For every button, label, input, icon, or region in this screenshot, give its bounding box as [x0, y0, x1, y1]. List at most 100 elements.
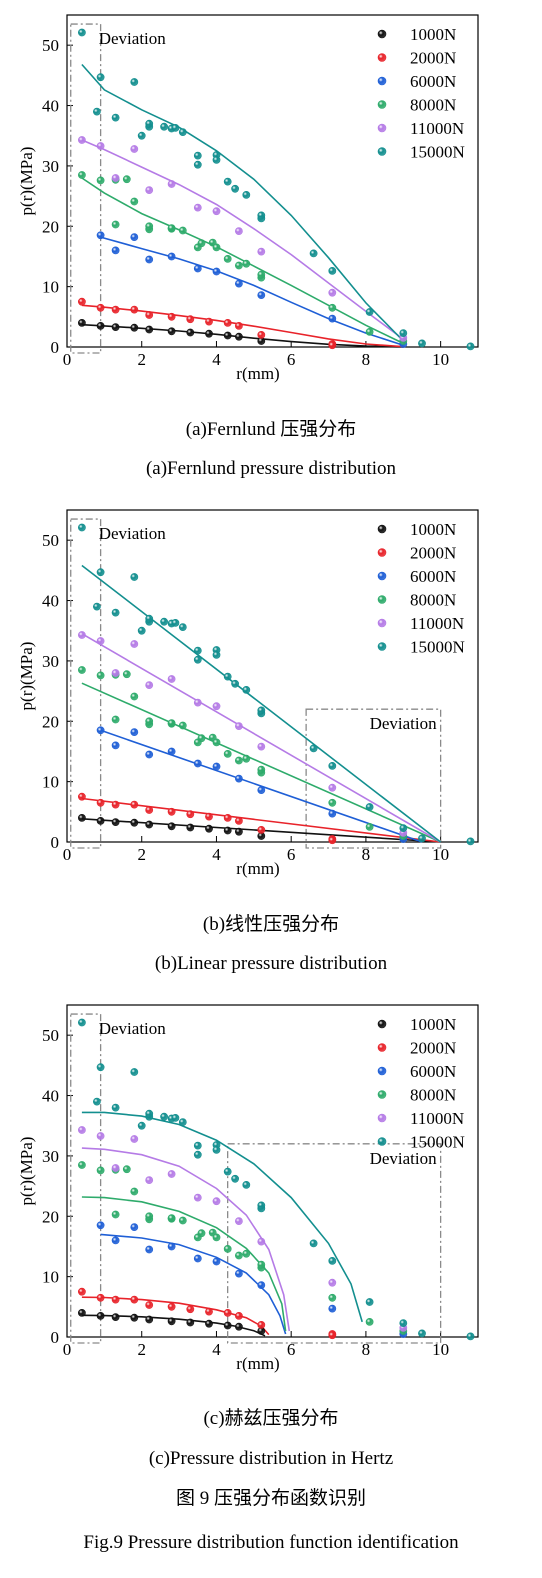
data-point-1000n [167, 1317, 176, 1326]
fit-line-1000n [81, 1314, 266, 1337]
legend-label-6000n: 6000N [410, 567, 456, 586]
data-point-6000n [167, 747, 176, 756]
data-point-6000n [234, 279, 243, 288]
data-point-1000n [96, 321, 105, 330]
data-point-6000n [96, 1221, 105, 1230]
y-axis-label: p(r)(MPa) [17, 1137, 36, 1206]
data-point-8000n [223, 254, 232, 263]
data-point-6000n [328, 314, 337, 323]
data-point-8000n [178, 226, 187, 235]
data-point-6000n [145, 255, 154, 264]
data-point-8000n [257, 1260, 266, 1269]
data-point-2000n [205, 1307, 213, 1316]
fit-line-15000n [81, 63, 404, 342]
data-point-15000n [130, 78, 139, 86]
data-point-6000n [193, 759, 202, 768]
data-point-8000n [111, 715, 120, 724]
data-point-11000n [78, 631, 86, 639]
legend-label-2000n: 2000N [410, 544, 456, 563]
fit-line-2000n [81, 797, 441, 843]
caption-c-en: (c)Pressure distribution in Hertz [148, 1448, 394, 1469]
data-point-15000n [96, 1063, 105, 1072]
fit-line-8000n [81, 682, 441, 843]
data-point-2000n [328, 1331, 337, 1340]
x-axis-label: r(mm) [236, 364, 279, 383]
data-point-15000n [130, 573, 139, 581]
fit-line-6000n [100, 236, 404, 346]
data-point-11000n [193, 203, 202, 212]
fit-line-8000n [81, 1196, 287, 1332]
data-point-15000n [212, 155, 221, 164]
data-point-15000n [223, 672, 232, 681]
fit-line-15000n [81, 1111, 363, 1323]
fit-line-15000n [81, 564, 442, 843]
data-point-8000n [78, 171, 86, 179]
data-point-1000n [96, 816, 105, 825]
data-point-1000n [167, 327, 176, 336]
data-point-6000n [212, 762, 221, 771]
legend-marker-8000n [377, 595, 387, 604]
data-point-8000n [257, 270, 266, 279]
data-point-8000n [122, 670, 131, 679]
data-point-8000n [197, 239, 206, 248]
data-point-15000n [78, 1018, 86, 1027]
legend-label-1000n: 1000N [410, 520, 456, 539]
data-point-1000n [234, 827, 243, 836]
data-point-15000n [418, 339, 426, 348]
data-point-1000n [205, 1319, 213, 1328]
data-point-11000n [257, 247, 266, 256]
legend-marker-11000n [377, 618, 387, 628]
data-point-1000n [223, 331, 232, 340]
data-point-2000n [205, 317, 213, 326]
data-point-2000n [328, 341, 337, 350]
data-point-2000n [96, 303, 105, 312]
x-tick-label: 4 [212, 845, 221, 864]
data-point-15000n [212, 1145, 221, 1154]
data-point-8000n [130, 1187, 139, 1196]
data-point-15000n [160, 1112, 168, 1121]
legend-label-8000n: 8000N [410, 591, 456, 610]
x-tick-label: 0 [63, 845, 72, 864]
data-point-11000n [130, 1135, 139, 1143]
caption-c-cn: (c)赫兹压强分布 [203, 1408, 339, 1429]
y-axis-label: p(r)(MPa) [17, 147, 36, 216]
data-point-2000n [167, 807, 176, 816]
data-point-6000n [111, 1236, 120, 1245]
data-point-8000n [167, 224, 176, 232]
legend-label-6000n: 6000N [410, 72, 456, 91]
legend-marker-15000n [377, 1137, 387, 1146]
y-tick-label: 20 [42, 712, 59, 731]
data-point-11000n [167, 675, 176, 683]
data-point-2000n [257, 1320, 266, 1329]
data-point-15000n [193, 1141, 202, 1150]
data-point-8000n [328, 798, 337, 807]
y-axis-label: p(r)(MPa) [17, 642, 36, 711]
legend-marker-2000n [377, 1043, 387, 1052]
data-point-6000n [130, 233, 139, 241]
data-point-6000n [212, 1257, 221, 1266]
data-point-8000n [197, 734, 206, 743]
legend-marker-15000n [377, 642, 387, 651]
y-tick-label: 0 [51, 338, 60, 357]
x-tick-label: 8 [362, 1340, 371, 1359]
legend-label-15000n: 15000N [410, 1133, 465, 1152]
data-point-15000n [178, 623, 187, 631]
plot-frame [66, 1004, 479, 1338]
data-point-1000n [111, 323, 120, 331]
data-point-1000n [186, 823, 195, 832]
data-point-15000n [399, 824, 408, 832]
data-point-15000n [418, 834, 426, 843]
data-point-8000n [122, 1165, 131, 1174]
deviation-label: Deviation [99, 1019, 167, 1038]
data-point-1000n [96, 1311, 105, 1320]
data-point-8000n [328, 1293, 337, 1302]
legend-marker-15000n [377, 147, 387, 156]
chart-linear: 0 2 4 6 8 10 0 10 20 30 40 50 r(mm) p(r)(MPa) Deviatio… [17, 509, 479, 878]
y-tick-label: 20 [42, 217, 59, 236]
fit-line-11000n [81, 139, 404, 340]
data-point-11000n [212, 1197, 221, 1206]
data-point-15000n [111, 1103, 120, 1112]
data-point-1000n [78, 318, 86, 327]
legend-label-1000n: 1000N [410, 1015, 456, 1034]
data-point-2000n [130, 800, 139, 809]
